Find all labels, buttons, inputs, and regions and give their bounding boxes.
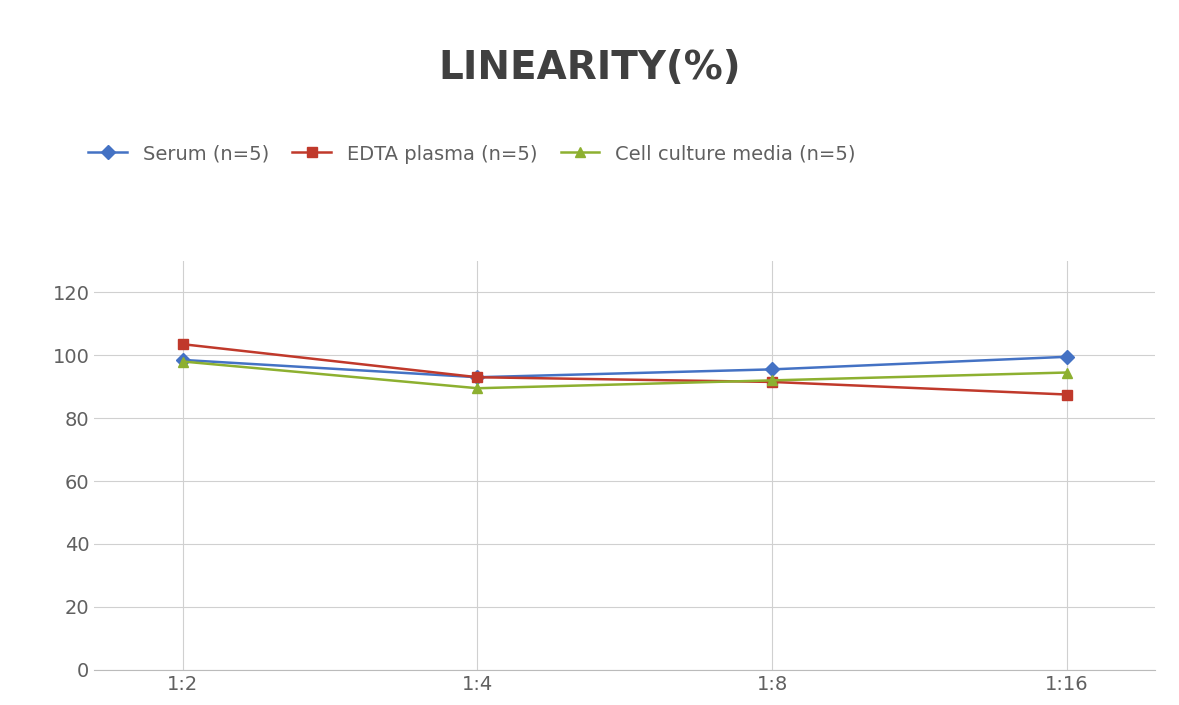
EDTA plasma (n=5) [470,373,485,381]
EDTA plasma (n=5) [765,378,779,386]
Line: Cell culture media (n=5): Cell culture media (n=5) [178,357,1072,393]
Cell culture media (n=5) [470,384,485,393]
Serum (n=5) [176,356,190,364]
Text: LINEARITY(%): LINEARITY(%) [439,49,740,87]
Line: EDTA plasma (n=5): EDTA plasma (n=5) [178,339,1072,400]
Serum (n=5) [765,365,779,374]
Cell culture media (n=5) [1060,368,1074,376]
Serum (n=5) [470,373,485,381]
EDTA plasma (n=5) [176,340,190,348]
Legend: Serum (n=5), EDTA plasma (n=5), Cell culture media (n=5): Serum (n=5), EDTA plasma (n=5), Cell cul… [80,137,863,171]
Serum (n=5) [1060,352,1074,361]
EDTA plasma (n=5) [1060,391,1074,399]
Line: Serum (n=5): Serum (n=5) [178,352,1072,382]
Cell culture media (n=5) [176,357,190,366]
Cell culture media (n=5) [765,376,779,385]
